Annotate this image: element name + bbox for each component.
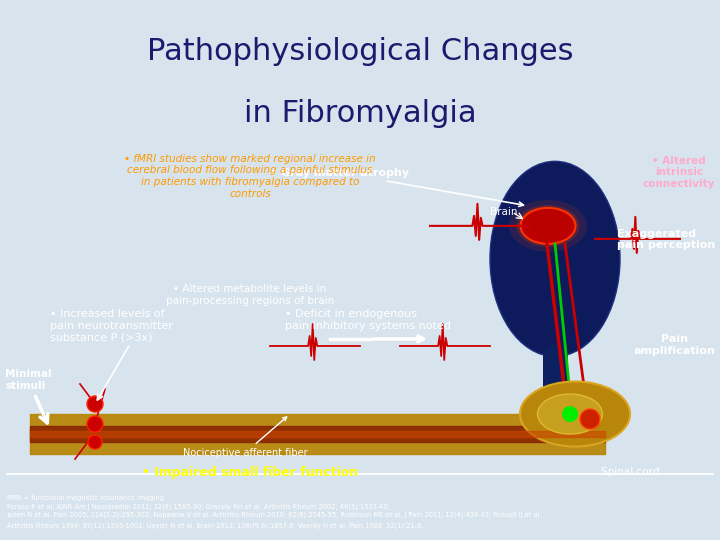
Ellipse shape	[538, 394, 603, 434]
Text: in Fibromyalgia: in Fibromyalgia	[243, 99, 477, 128]
Text: fMRI = functional magnetic resonance imaging
Feraco P et al. AJNR Am J Neuroradi: fMRI = functional magnetic resonance ima…	[7, 496, 542, 530]
Text: • Altered metabolite levels in
pain-processing regions of brain: • Altered metabolite levels in pain-proc…	[166, 284, 334, 306]
Text: Pain
amplification: Pain amplification	[634, 334, 715, 355]
Circle shape	[87, 416, 103, 432]
Circle shape	[580, 409, 600, 429]
Text: Nociceptive afferent fiber: Nociceptive afferent fiber	[183, 417, 307, 458]
Text: Exaggerated
pain perception: Exaggerated pain perception	[617, 229, 715, 251]
Text: • Altered
intrinsic
connectivity: • Altered intrinsic connectivity	[643, 156, 715, 189]
Text: • Deficit in endogenous
pain inhibitory systems noted: • Deficit in endogenous pain inhibitory …	[285, 309, 451, 330]
Ellipse shape	[521, 208, 575, 244]
Text: Minimal
stimuli: Minimal stimuli	[5, 369, 52, 423]
Ellipse shape	[520, 381, 630, 447]
Text: • fMRI studies show marked regional increase in
cerebral blood flow following a : • fMRI studies show marked regional incr…	[124, 154, 376, 199]
Text: • Impaired small fiber function: • Impaired small fiber function	[142, 465, 358, 478]
Ellipse shape	[530, 214, 566, 238]
Ellipse shape	[516, 205, 580, 247]
Text: • Gray matter atrophy: • Gray matter atrophy	[271, 168, 523, 206]
Ellipse shape	[509, 200, 587, 252]
Text: Spinal cord: Spinal cord	[600, 467, 660, 477]
Circle shape	[88, 435, 102, 449]
Text: Brain: Brain	[490, 207, 518, 217]
Ellipse shape	[523, 210, 572, 242]
Text: • Increased levels of
pain neurotransmitter
substance P (>3x): • Increased levels of pain neurotransmit…	[50, 309, 173, 342]
Text: Pathophysiological Changes: Pathophysiological Changes	[147, 37, 573, 65]
Circle shape	[87, 396, 103, 412]
Ellipse shape	[490, 161, 620, 356]
Circle shape	[562, 406, 578, 422]
